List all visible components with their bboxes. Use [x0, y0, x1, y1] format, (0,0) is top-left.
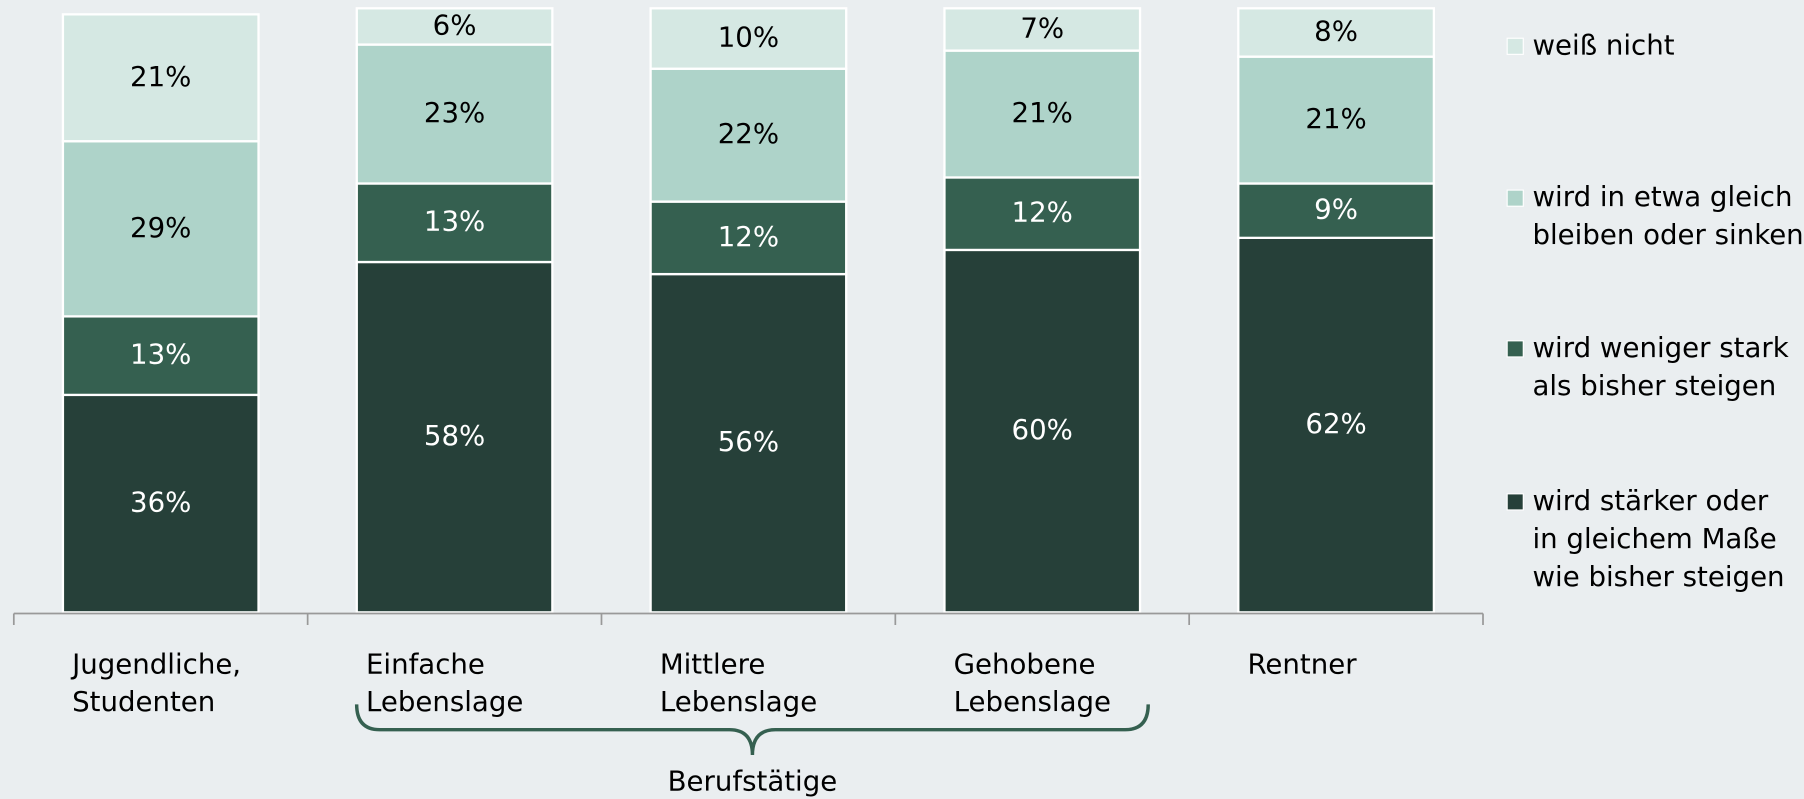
bar-segment — [61, 140, 260, 318]
value-label: 10% — [718, 21, 779, 54]
value-label: 60% — [1012, 413, 1073, 446]
value-label: 36% — [130, 486, 191, 519]
bar-segment — [649, 200, 848, 276]
x-tick-label: Mittlere Lebenslage — [660, 647, 817, 718]
value-label: 13% — [130, 338, 191, 371]
legend-label: wird weniger stark als bisher steigen — [1532, 331, 1788, 402]
value-label: 21% — [1305, 102, 1366, 135]
bar-segment — [943, 176, 1142, 252]
bar-segment — [1237, 7, 1436, 58]
bar-segment — [943, 248, 1142, 614]
value-label: 58% — [424, 419, 485, 452]
bar-segment — [61, 393, 260, 614]
x-tick-label: Jugendliche, Studenten — [70, 647, 241, 718]
value-label: 7% — [1020, 11, 1064, 44]
bar-segment — [1237, 182, 1436, 240]
value-label: 13% — [424, 205, 485, 238]
value-label: 29% — [130, 211, 191, 244]
bar-segment — [355, 7, 554, 46]
value-label: 62% — [1305, 407, 1366, 440]
legend-swatch — [1506, 189, 1524, 207]
x-tick-label: Gehobene Lebenslage — [954, 647, 1111, 718]
bar-segment — [355, 260, 554, 614]
value-label: 8% — [1314, 14, 1358, 47]
value-label: 56% — [718, 425, 779, 458]
bar-segment — [355, 43, 554, 185]
legend-label: wird in etwa gleich bleiben oder sinken — [1532, 180, 1803, 251]
value-label: 9% — [1314, 193, 1358, 226]
annotation: Berufstätige — [668, 765, 838, 798]
bar-segment — [61, 13, 260, 143]
value-label: 22% — [718, 117, 779, 150]
bar-segment — [1237, 55, 1436, 185]
value-label: 6% — [433, 8, 477, 41]
bar-segment — [649, 7, 848, 70]
bracket — [354, 704, 1150, 756]
value-label: 23% — [424, 96, 485, 129]
value-label: 21% — [130, 60, 191, 93]
bar-segment — [649, 272, 848, 614]
x-tick-label: Rentner — [1247, 647, 1357, 680]
x-tick-label: Einfache Lebenslage — [366, 647, 523, 718]
legend-swatch — [1506, 37, 1524, 55]
bar-segment — [61, 315, 260, 397]
value-label: 12% — [1012, 196, 1073, 229]
bar-segment — [1237, 236, 1436, 614]
bar-segment — [943, 7, 1142, 52]
value-label: 12% — [718, 220, 779, 253]
legend-label: wird stärker oder in gleichem Maße wie bis… — [1532, 484, 1784, 593]
legend-swatch — [1506, 340, 1524, 358]
bar-segment — [355, 182, 554, 264]
value-label: 21% — [1012, 96, 1073, 129]
legend-label: weiß nicht — [1532, 28, 1674, 61]
legend-swatch — [1506, 493, 1524, 511]
bar-segment — [649, 67, 848, 203]
bar-segment — [943, 49, 1142, 179]
